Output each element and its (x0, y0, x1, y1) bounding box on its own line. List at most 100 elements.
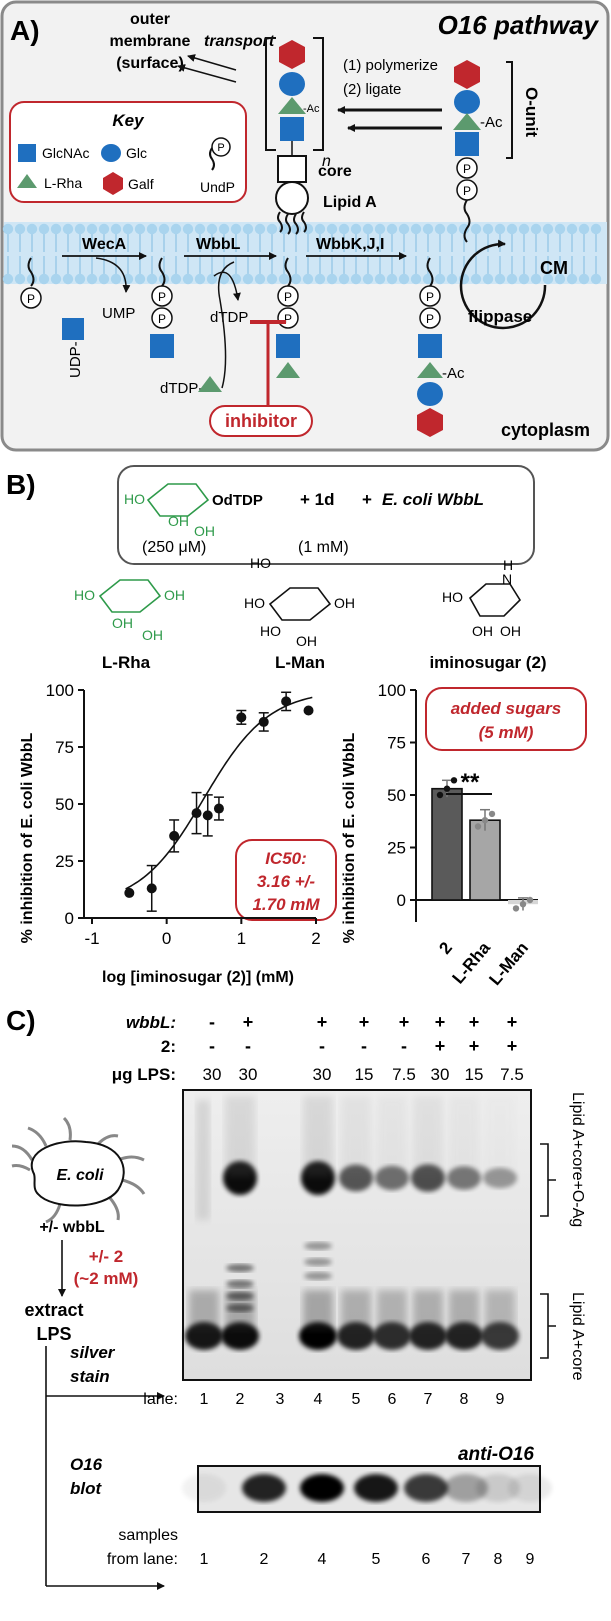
ho-label: HO (244, 595, 265, 611)
lipid-head (410, 273, 422, 285)
lps-amount: 30 (203, 1065, 222, 1084)
lipid-head (110, 273, 122, 285)
dose-response-chart: % inhibition of E. coli WbbL log [iminos… (19, 681, 337, 986)
lipid-head (218, 273, 230, 285)
n-label: N (502, 571, 512, 587)
oh-label: OH (112, 615, 133, 631)
phosphate-icon (419, 285, 441, 307)
added-sugars-chart: % inhibition of E. coli WbbL added sugar… (341, 681, 587, 989)
replicate-point (436, 791, 444, 799)
phosphate-icon (151, 285, 173, 307)
glcnac-icon (150, 334, 174, 358)
blot-lane-numbers: 1 2 4 5 6 7 8 9 (200, 1551, 535, 1568)
row-wbbl-label: wbbL: (126, 1013, 176, 1032)
weca-label: WecA (82, 236, 127, 253)
structure-iminosugar: HO H N OH OH (442, 557, 522, 639)
lane-smear (225, 1096, 255, 1176)
lipid-head (278, 223, 290, 235)
chart1-xtick-label: -1 (84, 929, 99, 948)
wbbl-sign: - (209, 1012, 215, 1032)
chart1-ylabel: % inhibition of E. coli WbbL (19, 732, 36, 943)
lipid-head (74, 223, 86, 235)
lipid-head (566, 273, 578, 285)
treatment-label: +/- 2 (89, 1247, 124, 1266)
lipid-head (422, 273, 434, 285)
lipid-head (350, 223, 362, 235)
ladder-band (226, 1304, 254, 1312)
lipid-head (122, 223, 134, 235)
glc-icon (454, 90, 480, 114)
lipid-head (374, 223, 386, 235)
lane-number: 5 (352, 1391, 361, 1408)
blot-band (354, 1474, 398, 1502)
lipid-head (554, 223, 566, 235)
phosphate-label: P (426, 312, 434, 326)
chart1-ytick-label: 75 (55, 738, 74, 757)
lane-number: 1 (200, 1391, 209, 1408)
undpp-o-unit: P P -Ac (417, 257, 465, 437)
blot-label: blot (70, 1479, 102, 1498)
lipid-head (278, 273, 290, 285)
lipid-head (314, 223, 326, 235)
lipid-head (590, 223, 602, 235)
wbbkji-label: WbbK,J,I (316, 236, 384, 253)
rha-icon (453, 113, 481, 130)
panel-a-title: O16 pathway (438, 10, 600, 40)
core-smear (189, 1290, 219, 1330)
lps-amount: 7.5 (392, 1065, 416, 1084)
ladder-band (226, 1292, 254, 1300)
oh-label: OH (142, 627, 163, 643)
lipid-head (398, 223, 410, 235)
udp-label: UDP- (67, 341, 84, 378)
ho-label: HO (124, 491, 145, 507)
lane-smear (341, 1096, 371, 1176)
data-point (191, 808, 202, 819)
lipid-head (170, 273, 182, 285)
ic50-error: 1.70 mM (252, 895, 320, 914)
lipid-head (350, 273, 362, 285)
phosphate-label: P (27, 292, 35, 306)
ho-label: HO (442, 589, 463, 605)
core-smear (303, 1290, 333, 1330)
flippase-arrow (459, 239, 547, 330)
lipid-head (362, 223, 374, 235)
phosphate-label: P (217, 142, 224, 154)
lipid-head (170, 223, 182, 235)
label-l-man: L-Man (275, 653, 325, 672)
blot-bands (182, 1474, 552, 1502)
lps-amount: 7.5 (500, 1065, 524, 1084)
lipid-head (566, 223, 578, 235)
lane-number: 6 (388, 1391, 397, 1408)
polymer-chain: -Ac n core Lipid A (265, 37, 377, 235)
lipid-head (518, 223, 530, 235)
panel-a-letter: A) (10, 15, 40, 46)
chart2-ytick-label: 100 (378, 681, 406, 700)
oh-label: OH (500, 623, 521, 639)
ac-label: -Ac (303, 103, 320, 115)
ic50-box (235, 839, 337, 921)
replicate-point (519, 901, 527, 908)
o-unit-label: O-unit (522, 87, 541, 137)
oh-label: OH (168, 513, 189, 529)
lipid-head (458, 223, 470, 235)
lps-amount: 15 (465, 1065, 484, 1084)
ho-label: HO (74, 587, 95, 603)
replicate-point (488, 810, 496, 818)
lipid-head (254, 273, 266, 285)
replicate-point (512, 905, 520, 912)
panel-a: A) O16 pathway outer membrane (surface) … (0, 0, 610, 452)
lipid-head (590, 273, 602, 285)
lane-smear (196, 1100, 210, 1220)
lipid-head (542, 223, 554, 235)
lipid-head (134, 223, 146, 235)
lipid-head (446, 273, 458, 285)
chart1-xtick-label: 1 (237, 929, 246, 948)
outer-membrane-line1: outer (130, 11, 170, 28)
o16-label: O16 (70, 1455, 103, 1474)
outer-membrane-line3: (surface) (116, 55, 184, 72)
lipid-head (158, 223, 170, 235)
lane-number: 8 (460, 1391, 469, 1408)
panel-b: B) HO OH OH OdTDP + 1d + E. coli WbbL (2… (6, 465, 587, 989)
lipid-head (338, 223, 350, 235)
lipid-head (62, 273, 74, 285)
